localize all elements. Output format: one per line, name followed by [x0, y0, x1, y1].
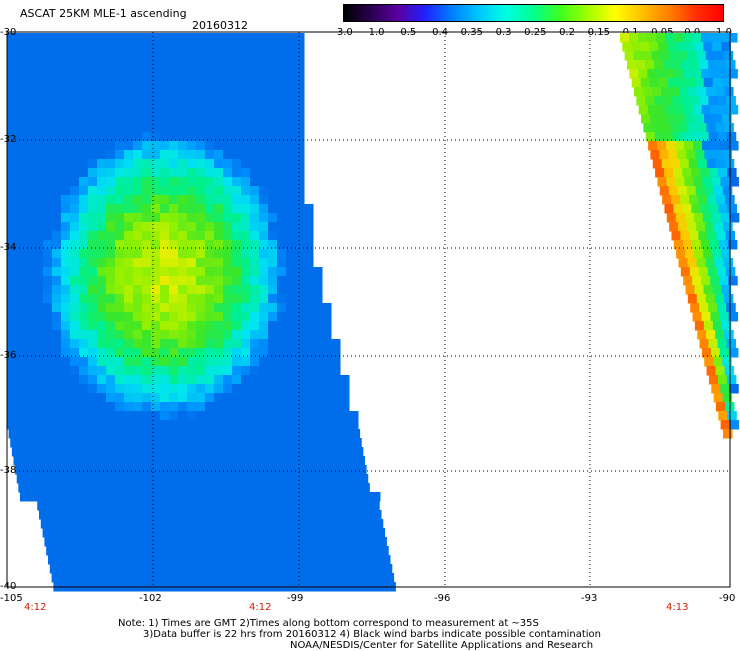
note-line-1: Note: 1) Times are GMT 2)Times along bot…	[118, 618, 539, 629]
note-line-2: 3)Data buffer is 22 hrs from 20160312 4)…	[143, 629, 601, 640]
swath-right-pass	[620, 33, 740, 439]
lat-label-38: -38	[0, 465, 17, 476]
lon-label-93: -93	[581, 593, 598, 604]
lon-label-90: -90	[719, 593, 736, 604]
note-line-3: NOAA/NESDIS/Center for Satellite Applica…	[290, 640, 594, 651]
swath-left-pass	[7, 33, 396, 592]
lon-label-105: -105	[0, 593, 23, 604]
lat-label-34: -34	[0, 242, 17, 253]
time-label-right: 4:13	[666, 602, 689, 613]
lat-label-32: -32	[0, 134, 17, 145]
lon-label-102: -102	[139, 593, 162, 604]
time-label-center: 4:12	[249, 602, 272, 613]
plot-frame	[6, 31, 731, 588]
lat-label-36: -36	[0, 350, 17, 361]
lat-label-40: -40	[0, 581, 17, 592]
lat-label-30: -30	[0, 27, 17, 38]
color-scale-bar	[343, 4, 724, 22]
lat-lon-gridlines	[7, 32, 730, 587]
lon-label-96: -96	[434, 593, 451, 604]
product-date: 20160312	[192, 19, 248, 32]
time-label-left: 4:12	[24, 602, 47, 613]
lon-label-99: -99	[287, 593, 304, 604]
product-title: ASCAT 25KM MLE-1 ascending	[20, 7, 187, 20]
